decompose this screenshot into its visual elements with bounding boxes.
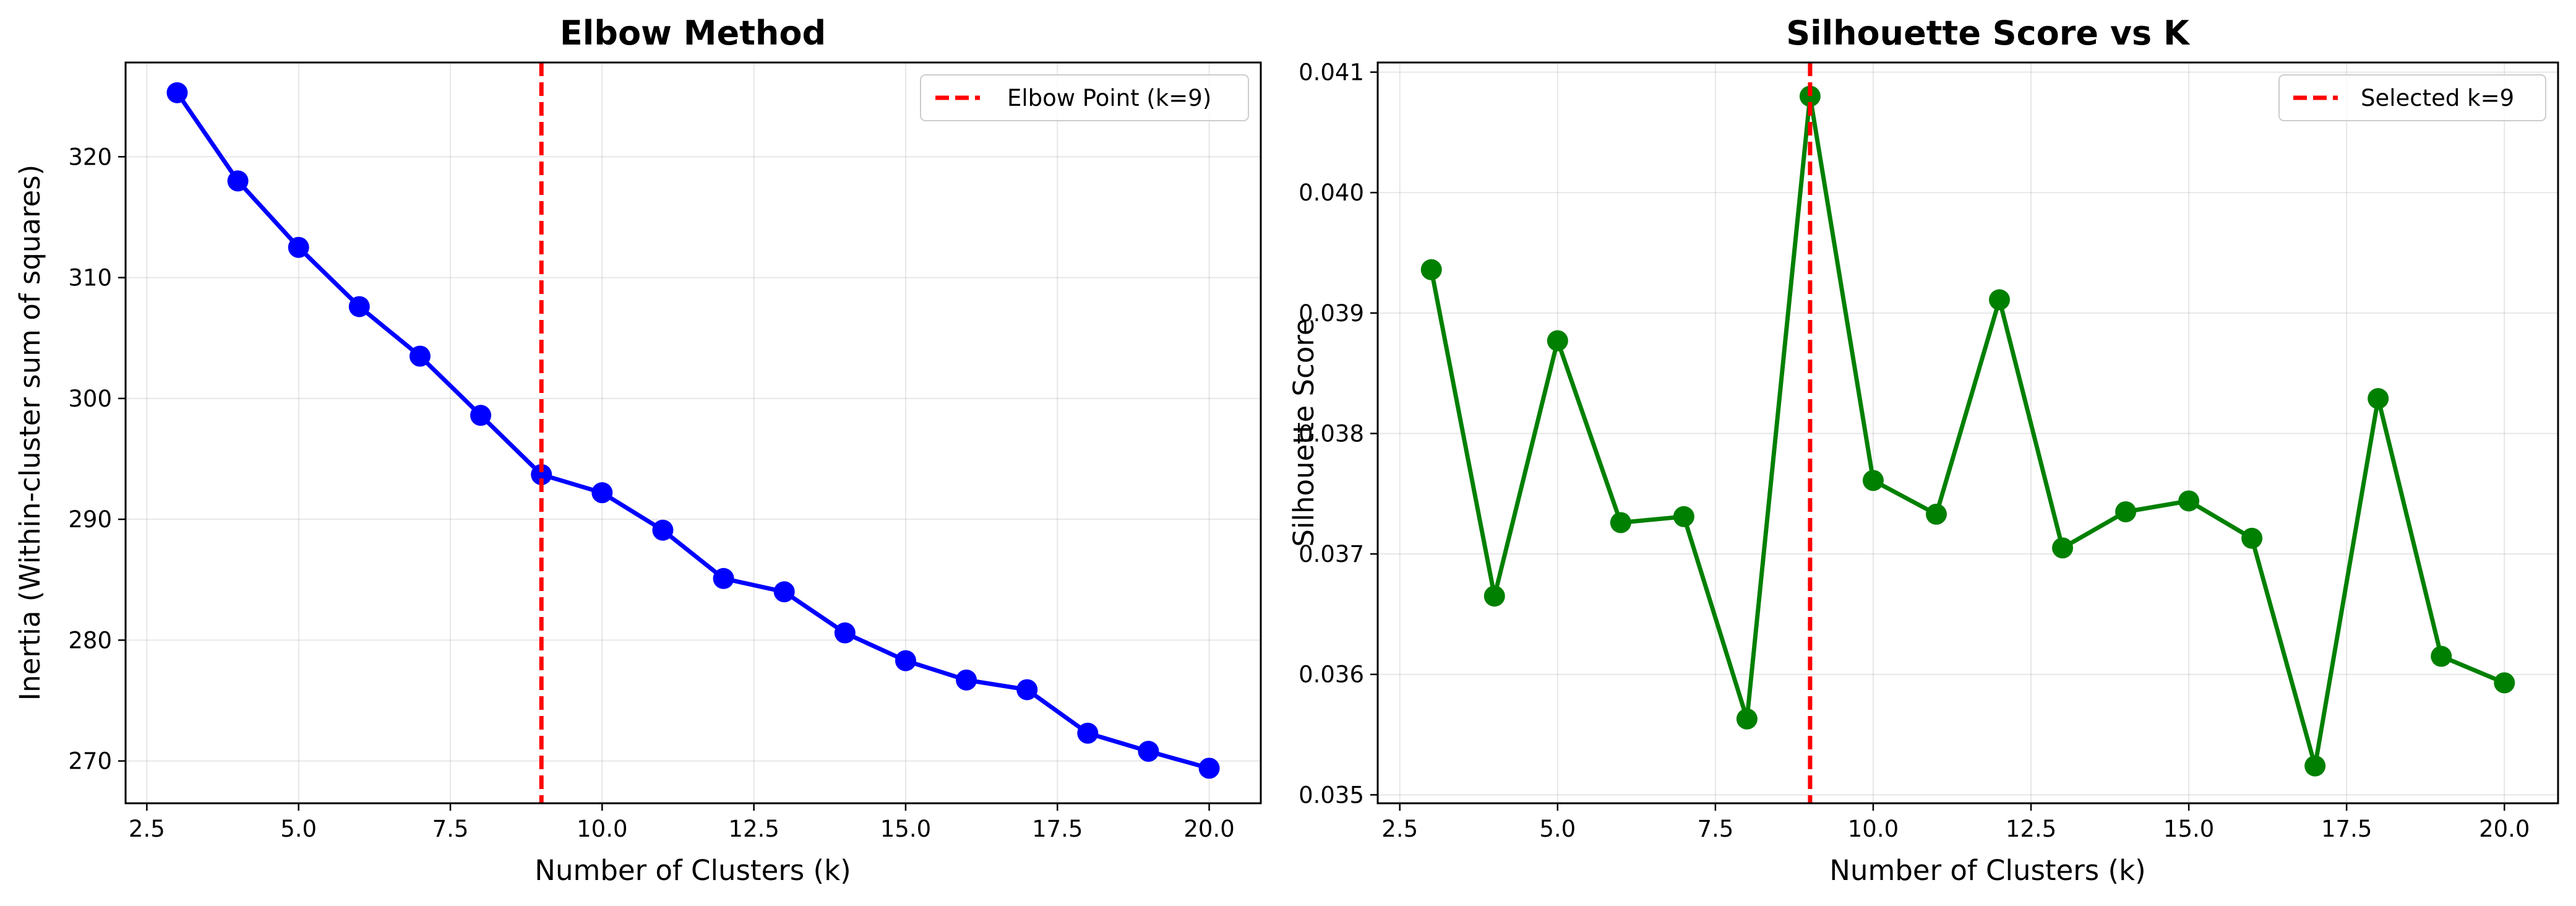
silhouette-data-point (2494, 672, 2515, 694)
elbow-x-tick-label: 15.0 (880, 816, 931, 842)
elbow-data-point (1198, 757, 1220, 779)
elbow-legend-box (920, 74, 1249, 121)
silhouette-legend-box (2278, 74, 2546, 121)
elbow-data-point (895, 650, 916, 671)
elbow-y-tick-label: 300 (68, 386, 112, 412)
elbow-y-ticks: 270 280 290 300 310 320 (68, 144, 126, 775)
silhouette-legend-label: Selected k=9 (2361, 85, 2514, 111)
silhouette-data-point (1673, 506, 1694, 527)
silhouette-y-ticks: 0.035 0.036 0.037 0.038 0.039 0.040 0.041 (1299, 59, 1378, 808)
silhouette-data-point (2304, 755, 2326, 777)
silhouette-y-tick-label: 0.038 (1299, 420, 1364, 447)
elbow-x-axis-label: Number of Clusters (k) (535, 854, 851, 887)
silhouette-data-point (2241, 527, 2263, 549)
silhouette-x-tick-label: 15.0 (2163, 816, 2214, 842)
silhouette-y-tick-label: 0.040 (1299, 179, 1364, 206)
silhouette-plot-area (1420, 63, 2515, 803)
elbow-y-tick-label: 320 (68, 144, 112, 170)
silhouette-data-point (1925, 503, 1947, 525)
elbow-y-tick-label: 280 (68, 627, 112, 654)
silhouette-x-axis-label: Number of Clusters (k) (1829, 854, 2145, 887)
silhouette-x-tick-label: 20.0 (2479, 816, 2530, 842)
silhouette-x-ticks: 2.5 5.0 7.5 10.0 12.5 15.0 17.5 20.0 (1381, 803, 2530, 842)
elbow-x-tick-label: 12.5 (728, 816, 779, 842)
elbow-data-point (652, 519, 674, 541)
elbow-legend-label: Elbow Point (k=9) (1007, 85, 1211, 111)
silhouette-data-point (1862, 470, 1884, 491)
silhouette-legend: Selected k=9 (2278, 74, 2546, 121)
silhouette-data-point (2052, 537, 2074, 559)
silhouette-x-tick-label: 17.5 (2321, 816, 2372, 842)
elbow-y-tick-label: 310 (68, 265, 112, 291)
silhouette-x-tick-label: 5.0 (1539, 816, 1576, 842)
elbow-data-point (591, 482, 613, 504)
silhouette-x-tick-label: 10.0 (1848, 816, 1899, 842)
elbow-series-line (175, 91, 1210, 770)
elbow-y-tick-label: 290 (68, 506, 112, 533)
elbow-x-tick-label: 5.0 (280, 816, 317, 842)
elbow-chart: Elbow Method 2.5 5.0 7.5 10.0 12.5 15.0 17.5 20… (14, 14, 1262, 887)
elbow-data-point (227, 170, 249, 192)
silhouette-data-point (2431, 645, 2452, 667)
silhouette-y-tick-label: 0.037 (1299, 541, 1364, 567)
silhouette-data-point (1420, 259, 1442, 280)
silhouette-chart: Silhouette Score vs K 2.5 5.0 7.5 10.0 12.5 1… (1287, 14, 2559, 887)
elbow-y-tick-label: 270 (68, 748, 112, 775)
elbow-data-point (956, 669, 977, 691)
elbow-data-point (834, 622, 856, 644)
elbow-x-ticks: 2.5 5.0 7.5 10.0 12.5 15.0 17.5 20.0 (129, 803, 1235, 842)
elbow-data-point (1138, 741, 1159, 762)
elbow-chart-title: Elbow Method (560, 14, 826, 53)
elbow-x-tick-label: 2.5 (129, 816, 165, 842)
elbow-data-point (1077, 722, 1099, 744)
silhouette-data-point (2115, 501, 2137, 522)
silhouette-series-line (1429, 94, 2505, 769)
silhouette-y-tick-label: 0.035 (1299, 782, 1364, 808)
elbow-data-point (348, 296, 370, 317)
elbow-plot-area (166, 63, 1220, 803)
elbow-data-point (166, 82, 188, 103)
elbow-y-axis-label: Inertia (Within-cluster sum of squares) (14, 165, 46, 701)
elbow-grid (126, 63, 1261, 803)
elbow-data-point (288, 236, 309, 258)
elbow-data-point (470, 405, 492, 426)
elbow-data-point (1016, 679, 1038, 701)
silhouette-y-axis-label: Silhouette Score (1287, 318, 1320, 546)
elbow-data-point (713, 567, 734, 589)
silhouette-x-tick-label: 7.5 (1697, 816, 1733, 842)
elbow-data-point (773, 581, 795, 603)
silhouette-data-point (1989, 289, 2011, 311)
silhouette-y-tick-label: 0.041 (1299, 59, 1364, 86)
silhouette-data-point (1610, 512, 1631, 533)
silhouette-chart-title: Silhouette Score vs K (1786, 14, 2191, 53)
silhouette-data-point (1547, 330, 1568, 352)
elbow-x-tick-label: 10.0 (577, 816, 627, 842)
elbow-x-tick-label: 20.0 (1183, 816, 1234, 842)
silhouette-y-tick-label: 0.039 (1299, 300, 1364, 327)
silhouette-data-point (1483, 585, 1505, 607)
elbow-x-tick-label: 7.5 (432, 816, 469, 842)
elbow-x-tick-label: 17.5 (1032, 816, 1083, 842)
elbow-data-point (409, 345, 431, 367)
silhouette-data-point (1736, 708, 1758, 730)
silhouette-x-tick-label: 2.5 (1381, 816, 1418, 842)
silhouette-y-tick-label: 0.036 (1299, 662, 1364, 688)
silhouette-data-point (1799, 85, 1821, 107)
elbow-legend: Elbow Point (k=9) (920, 74, 1249, 121)
elbow-axes-frame (124, 61, 1262, 805)
silhouette-x-tick-label: 12.5 (2006, 816, 2056, 842)
silhouette-data-point (2368, 388, 2389, 410)
elbow-data-point (531, 464, 552, 485)
silhouette-data-point (2178, 490, 2200, 512)
